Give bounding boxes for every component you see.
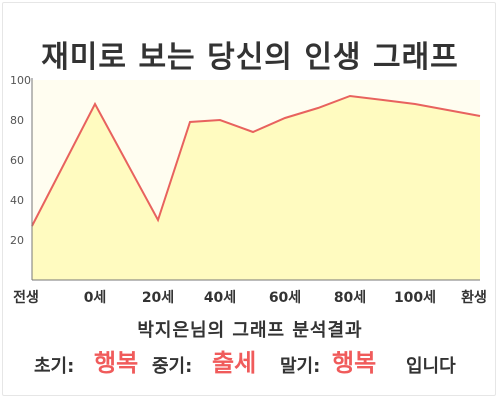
- late-value: 행복: [332, 349, 377, 377]
- x-tick-label: 80세: [334, 290, 366, 306]
- x-tick-label: 전생: [13, 289, 39, 306]
- y-tick-label: 60: [10, 154, 24, 167]
- x-tick-labels: 전생 0세 20세 40세 60세 80세 100세 환생: [13, 289, 487, 306]
- area-fill: [32, 96, 480, 280]
- x-tick-label: 0세: [84, 290, 107, 306]
- y-tick-label: 20: [10, 234, 24, 247]
- y-tick-label: 100: [10, 74, 31, 87]
- early-label: 초기:: [34, 356, 75, 377]
- x-tick-label: 환생: [461, 289, 487, 306]
- analysis-heading: 박지은님의 그래프 분석결과: [137, 320, 363, 341]
- analysis-result: 초기: 행복 중기: 출세 말기: 행복 입니다: [34, 344, 494, 384]
- ending-text: 입니다: [406, 356, 456, 377]
- card-frame: [2, 2, 496, 396]
- y-tick-labels: 20 40 60 80 100: [10, 74, 31, 247]
- x-tick-label: 40세: [204, 290, 236, 306]
- series-line: [31, 94, 481, 227]
- x-tick-label: 100세: [394, 290, 436, 306]
- mid-label: 중기:: [152, 356, 193, 377]
- early-value: 행복: [94, 349, 139, 377]
- page-title: 재미로 보는 당신의 인생 그래프: [41, 40, 459, 75]
- late-label: 말기:: [280, 356, 321, 377]
- y-tick-label: 40: [10, 194, 24, 207]
- mid-value: 출세: [212, 349, 257, 377]
- y-tick-label: 80: [10, 114, 24, 127]
- x-tick-label: 20세: [142, 290, 174, 306]
- x-tick-label: 60세: [269, 290, 301, 306]
